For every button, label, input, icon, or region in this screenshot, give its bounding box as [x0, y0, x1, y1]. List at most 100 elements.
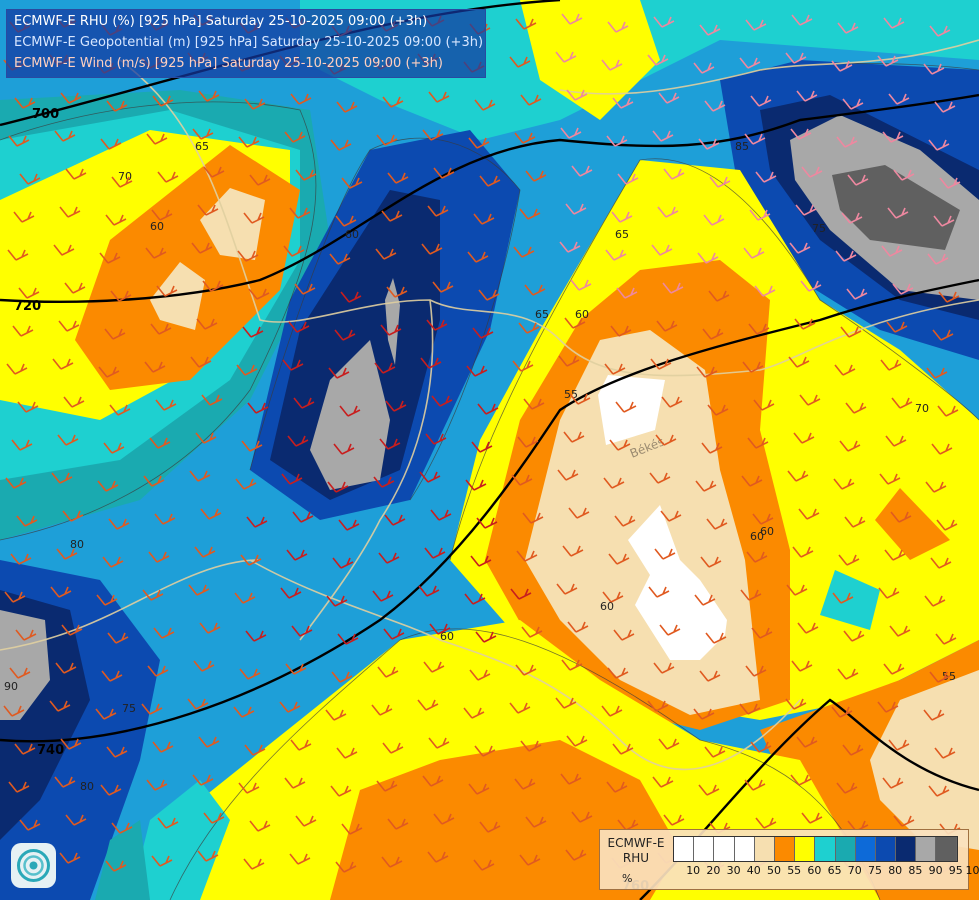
wind-barb-icon: [612, 743, 634, 755]
legend-tick-label: 95: [948, 864, 963, 877]
wind-barb-icon: [698, 784, 720, 796]
wind-barb-icon: [885, 435, 907, 447]
wind-barb-icon: [201, 394, 223, 406]
wind-barb-icon: [239, 668, 261, 680]
legend-tick-label: 80: [888, 864, 903, 877]
wind-barb-icon: [387, 818, 409, 830]
wind-barb-icon: [794, 318, 816, 330]
wind-barb-icon: [106, 100, 128, 112]
wind-barb-icon: [601, 59, 623, 71]
wind-barb-icon: [233, 706, 255, 718]
wind-barb-icon: [842, 98, 864, 110]
wind-barb-icon: [704, 100, 726, 112]
wind-barb-icon: [95, 708, 117, 720]
wind-barb-icon: [749, 209, 771, 221]
wind-barb-icon: [836, 136, 858, 148]
wind-barb-icon: [886, 321, 908, 333]
wind-barb-icon: [701, 442, 723, 454]
wind-barb-icon: [374, 362, 396, 374]
wind-barb-icon: [52, 358, 74, 370]
wind-barb-icon: [604, 363, 626, 375]
wind-barb-icon: [511, 474, 533, 486]
wind-barb-icon: [203, 812, 225, 824]
wind-barb-icon: [571, 165, 593, 177]
wind-barb-icon: [96, 594, 118, 606]
wind-barb-icon: [60, 738, 82, 750]
wind-barb-icon: [524, 284, 546, 296]
wind-barb-icon: [54, 776, 76, 788]
wind-barb-icon: [14, 97, 36, 109]
wind-barb-icon: [648, 586, 670, 598]
wind-barb-icon: [525, 816, 547, 828]
wind-barb-icon: [796, 736, 818, 748]
legend-swatch: [815, 837, 836, 861]
wind-barb-icon: [381, 210, 403, 222]
wind-barb-icon: [844, 516, 866, 528]
wind-barb-icon: [331, 671, 353, 683]
rhu-contour-label: 90: [4, 680, 18, 693]
wind-barb-icon: [10, 553, 32, 565]
wind-barb-icon: [658, 738, 680, 750]
wind-barb-icon: [661, 396, 683, 408]
wind-barb-icon: [111, 822, 133, 834]
rhu-contour-label: 65: [195, 140, 209, 153]
wind-barb-icon: [196, 318, 218, 330]
wind-barb-icon: [105, 214, 127, 226]
wind-barb-icon: [755, 171, 777, 183]
wind-barb-icon: [842, 744, 864, 756]
wind-barb-icon: [514, 132, 536, 144]
rhu-contour-label: 60: [760, 525, 774, 538]
wind-barb-icon: [883, 663, 905, 675]
wind-barb-icon: [929, 25, 951, 37]
wind-barb-icon: [937, 405, 959, 417]
wind-barb-icon: [515, 664, 537, 676]
legend-swatch: [674, 837, 695, 861]
wind-barb-icon: [384, 514, 406, 526]
wind-barb-icon: [16, 515, 38, 527]
legend-swatch: [835, 837, 856, 861]
wind-barb-icon: [470, 555, 492, 567]
rhu-contour-label: 75: [812, 222, 826, 235]
wind-barb-icon: [601, 705, 623, 717]
wind-barb-icon: [104, 328, 126, 340]
wind-barb-icon: [54, 130, 76, 142]
wind-barb-icon: [745, 665, 767, 677]
wind-barb-icon: [382, 96, 404, 108]
wind-barb-icon: [327, 481, 349, 493]
wind-barb-icon: [936, 519, 958, 531]
wind-barb-icon: [516, 550, 538, 562]
rhu-contour-label: 60: [750, 530, 764, 543]
wind-barb-icon: [934, 747, 956, 759]
wind-barb-icon: [744, 779, 766, 791]
wind-barb-icon: [329, 253, 351, 265]
legend-tick-label: 60: [807, 864, 822, 877]
wind-barb-icon: [929, 671, 951, 683]
wind-barb-icon: [659, 624, 681, 636]
wind-barb-icon: [521, 626, 543, 638]
wind-barb-icon: [843, 630, 865, 642]
wind-barb-icon: [469, 669, 491, 681]
wind-barb-icon: [60, 92, 82, 104]
wind-barb-icon: [235, 478, 257, 490]
wind-barb-icon: [555, 51, 577, 63]
wind-barb-icon: [560, 773, 582, 785]
wind-barb-icon: [796, 90, 818, 102]
ecmwf-swirl-logo-icon: [11, 843, 56, 888]
title-rhu: ECMWF-E RHU (%) [925 hPa] Saturday 25-10…: [14, 14, 428, 29]
wind-barb-icon: [795, 204, 817, 216]
wind-barb-icon: [888, 739, 910, 751]
wind-barb-icon: [836, 782, 858, 794]
wind-barb-icon: [568, 507, 590, 519]
wind-barb-icon: [479, 821, 501, 833]
wind-barb-icon: [64, 282, 86, 294]
wind-barb-icon: [59, 852, 81, 864]
wind-barb-icon: [743, 247, 765, 259]
wind-barb-icon: [927, 253, 949, 265]
wind-barb-icon: [877, 55, 899, 67]
wind-barb-icon: [246, 516, 268, 528]
wind-barb-icon: [571, 811, 593, 823]
wind-barb-icon: [744, 133, 766, 145]
legend-ticks: 10 20 30 40 50 55 60 65 70 75 80 85 90 95100: [673, 864, 979, 880]
legend-tick-label: 40: [746, 864, 761, 877]
wind-barb-icon: [372, 590, 394, 602]
